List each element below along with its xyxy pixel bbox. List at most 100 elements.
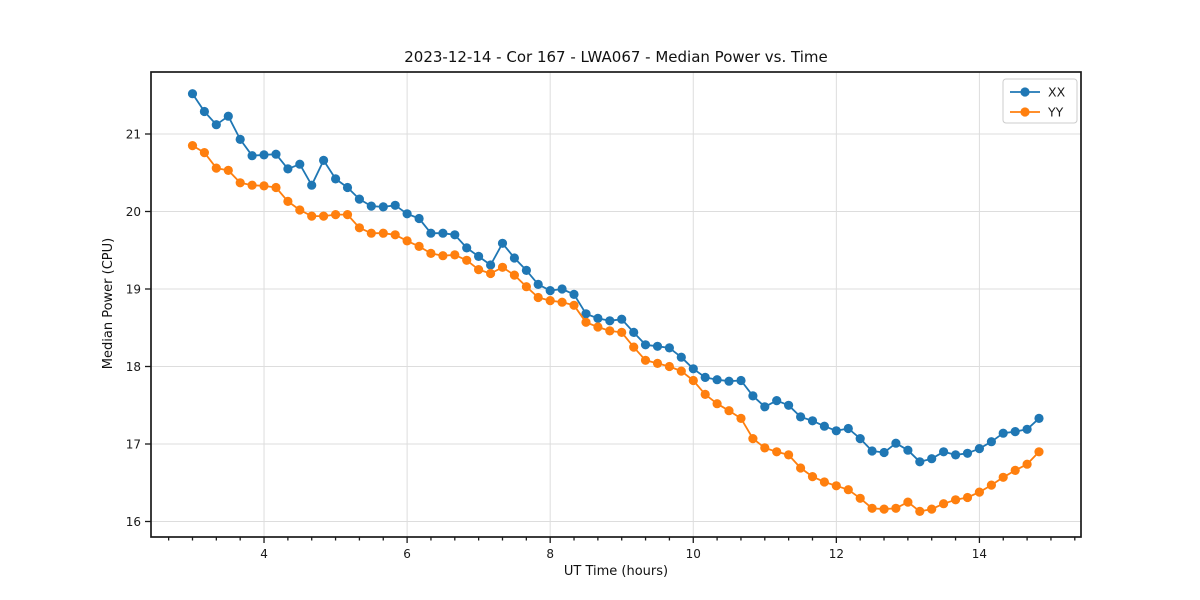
data-point <box>199 148 209 158</box>
data-point <box>927 504 937 514</box>
data-point <box>986 437 997 447</box>
data-point <box>342 210 353 220</box>
data-point <box>450 230 460 240</box>
data-point <box>724 376 734 386</box>
data-point <box>247 151 257 161</box>
data-point <box>652 358 663 368</box>
x-tick-label: 4 <box>260 547 268 561</box>
data-point <box>271 182 281 193</box>
legend-marker-yy <box>1020 107 1030 117</box>
data-point <box>354 194 364 204</box>
data-point <box>724 406 734 416</box>
legend: XX YY <box>1002 78 1078 124</box>
data-point <box>640 355 651 365</box>
data-point <box>796 412 806 422</box>
data-point <box>509 253 519 263</box>
data-point <box>271 149 281 159</box>
data-point <box>342 182 353 193</box>
data-point <box>962 492 973 503</box>
data-point <box>497 238 508 248</box>
data-point <box>557 284 567 294</box>
data-point <box>283 164 293 174</box>
data-point <box>760 443 770 453</box>
data-point <box>807 472 818 482</box>
data-point <box>462 255 472 265</box>
data-point <box>1010 465 1020 475</box>
data-point <box>939 447 949 457</box>
data-point <box>295 159 305 169</box>
data-point <box>843 423 853 434</box>
data-point <box>1022 459 1032 469</box>
data-point <box>438 228 448 238</box>
data-point <box>1034 447 1044 457</box>
x-tick-label: 8 <box>546 547 554 561</box>
data-point <box>784 400 794 410</box>
data-point <box>879 447 889 458</box>
data-point <box>736 375 746 386</box>
data-point <box>688 364 698 374</box>
data-point <box>235 178 245 188</box>
data-point <box>533 279 543 289</box>
y-tick-label: 17 <box>126 438 141 452</box>
data-point <box>199 106 209 117</box>
data-point <box>843 485 853 495</box>
data-point <box>307 180 317 190</box>
data-point <box>462 243 472 253</box>
y-tick-label: 16 <box>126 515 141 529</box>
x-tick-label: 12 <box>829 547 844 561</box>
y-tick-label: 20 <box>126 205 141 219</box>
data-point <box>831 426 841 436</box>
data-point <box>235 134 245 144</box>
legend-box <box>1002 78 1078 124</box>
axis-ticks <box>145 133 1076 543</box>
data-point <box>903 497 913 507</box>
data-point <box>712 375 722 385</box>
data-point <box>629 327 639 337</box>
data-point <box>867 446 877 456</box>
data-point <box>772 447 782 457</box>
data-point <box>891 438 901 448</box>
data-point <box>402 236 412 246</box>
data-point <box>640 340 651 350</box>
data-point <box>819 421 830 431</box>
legend-marker-xx <box>1020 87 1030 97</box>
data-point <box>652 341 663 351</box>
data-point <box>378 228 388 238</box>
data-point <box>557 297 567 307</box>
data-point <box>951 495 961 505</box>
data-point <box>223 165 233 175</box>
legend-label-xx: XX <box>1048 85 1066 100</box>
data-point <box>414 241 424 251</box>
data-point <box>962 448 973 458</box>
x-tick-label: 6 <box>403 547 411 561</box>
data-point <box>855 434 865 444</box>
data-point <box>319 155 329 165</box>
data-point <box>1022 424 1032 434</box>
data-point <box>581 309 591 319</box>
x-tick-label: 14 <box>972 547 987 561</box>
data-point <box>617 314 627 324</box>
data-point <box>903 445 913 455</box>
data-point <box>1034 413 1044 423</box>
data-point <box>736 413 746 423</box>
data-point <box>664 361 675 372</box>
data-point <box>414 213 424 224</box>
series-xx <box>187 89 1044 467</box>
data-point <box>545 296 555 306</box>
data-point <box>998 428 1008 438</box>
data-point <box>629 342 639 352</box>
data-point <box>354 223 364 233</box>
data-point <box>187 89 198 99</box>
data-point <box>700 389 710 399</box>
data-point <box>974 487 985 497</box>
data-point <box>951 450 961 460</box>
data-point <box>390 230 400 240</box>
series-yy <box>187 141 1044 516</box>
data-point <box>831 481 841 491</box>
data-point <box>402 209 412 219</box>
data-point <box>211 163 221 173</box>
data-point <box>474 251 484 261</box>
data-point <box>223 111 233 121</box>
